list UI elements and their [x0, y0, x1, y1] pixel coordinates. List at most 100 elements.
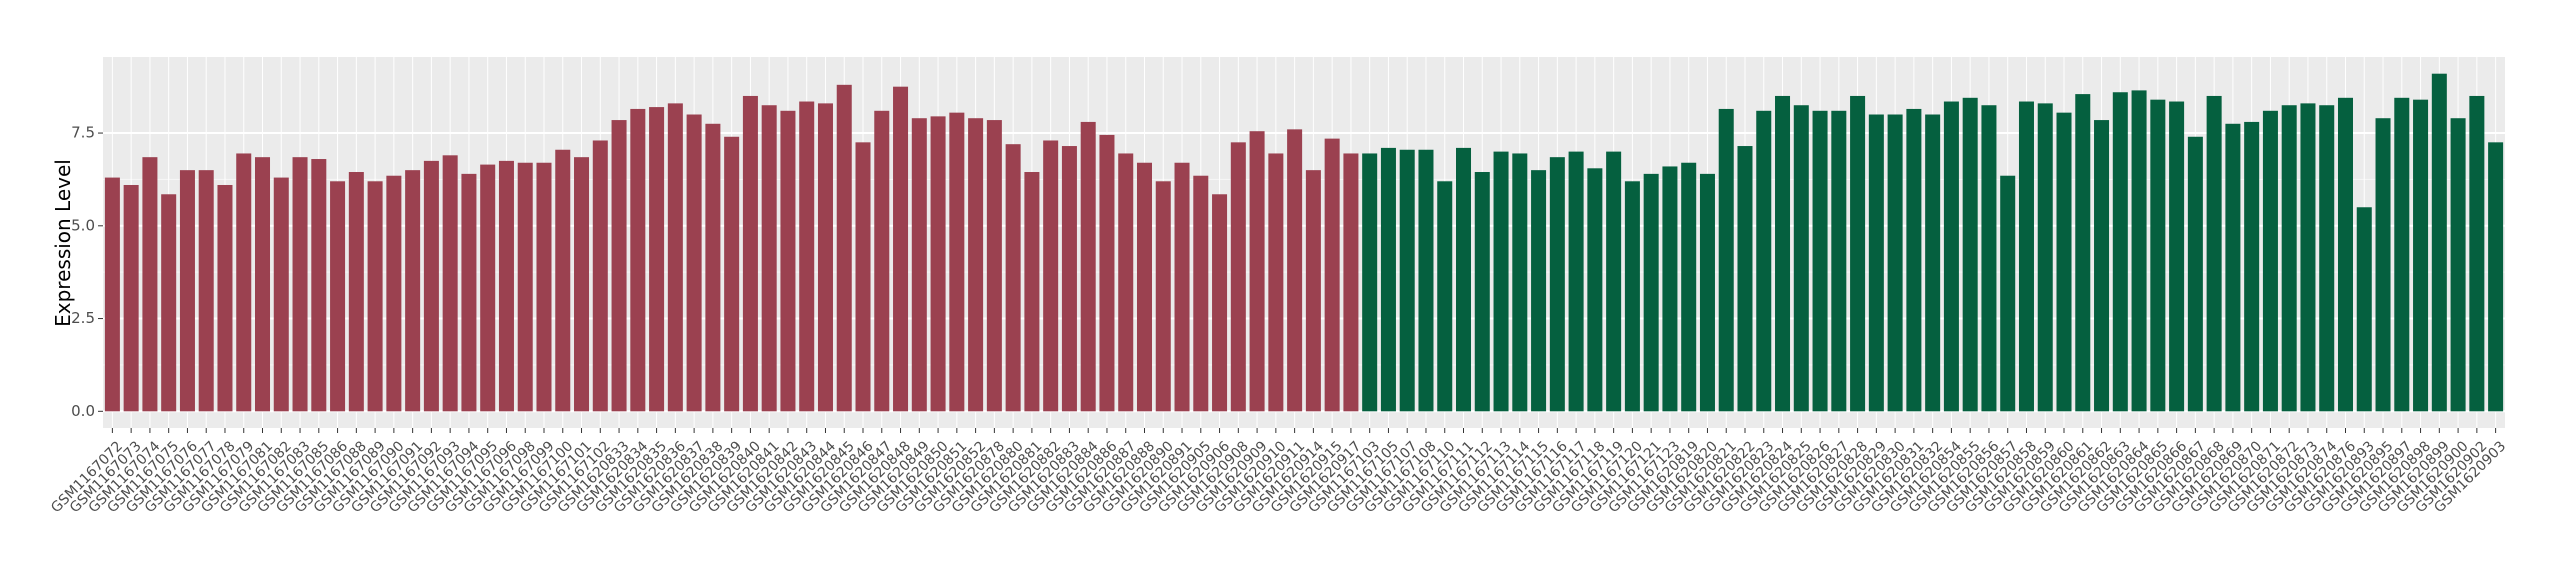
- bar: [555, 149, 571, 412]
- bar: [836, 84, 852, 412]
- bar: [2169, 101, 2185, 412]
- bar: [104, 177, 120, 412]
- bar: [423, 160, 439, 412]
- bar: [893, 86, 909, 412]
- bar: [1493, 151, 1509, 412]
- bar: [1380, 147, 1396, 412]
- bar: [348, 172, 364, 412]
- bar: [1324, 138, 1340, 412]
- y-axis-title: Expression Level: [51, 159, 75, 327]
- bar: [1568, 151, 1584, 412]
- bar: [2094, 120, 2110, 412]
- bar: [2150, 99, 2166, 412]
- bar: [142, 157, 158, 412]
- bar: [1756, 110, 1772, 412]
- bar: [1118, 153, 1134, 412]
- bar: [1268, 153, 1284, 412]
- bar: [1174, 162, 1190, 412]
- bar: [1906, 108, 1922, 412]
- bar: [1699, 173, 1715, 412]
- bar: [2225, 123, 2241, 412]
- bar: [2281, 105, 2297, 412]
- bar: [1549, 157, 1565, 412]
- bar: [2037, 103, 2053, 412]
- bar: [1362, 153, 1378, 412]
- bar: [630, 108, 646, 412]
- bar: [1624, 181, 1640, 412]
- bar: [480, 164, 496, 412]
- bar: [1962, 97, 1978, 412]
- bar: [611, 120, 627, 412]
- bar: [799, 101, 815, 412]
- bar: [705, 123, 721, 412]
- bar: [1456, 147, 1472, 412]
- bar: [1399, 149, 1415, 412]
- bar: [2000, 175, 2016, 412]
- bar: [330, 181, 346, 412]
- bar: [1981, 105, 1997, 412]
- bar: [1136, 162, 1152, 412]
- bar: [2431, 73, 2447, 412]
- bar: [1193, 175, 1209, 412]
- bar: [1643, 173, 1659, 412]
- bar: [574, 157, 590, 412]
- bar: [2469, 95, 2485, 412]
- bar: [1061, 146, 1077, 412]
- bar: [123, 184, 139, 412]
- bar: [255, 157, 271, 412]
- bar: [2356, 207, 2372, 412]
- bar: [1831, 110, 1847, 412]
- bar: [2262, 110, 2278, 412]
- bar: [386, 175, 402, 412]
- bar: [1943, 101, 1959, 412]
- bar: [968, 118, 984, 412]
- bar: [724, 136, 740, 412]
- bar: [1005, 144, 1021, 412]
- bar: [273, 177, 289, 412]
- bar: [517, 162, 533, 412]
- bar: [498, 160, 514, 412]
- bar: [649, 107, 665, 412]
- bar: [1043, 140, 1059, 412]
- bar: [1662, 166, 1678, 412]
- bar: [911, 118, 927, 412]
- bar: [1925, 114, 1941, 412]
- bar: [2394, 97, 2410, 412]
- bar: [2112, 92, 2128, 412]
- bar: [1737, 146, 1753, 412]
- bar: [2244, 121, 2260, 412]
- bar: [198, 170, 214, 412]
- bar: [1606, 151, 1622, 412]
- bar: [2337, 97, 2353, 412]
- y-tick-label: 0.0: [71, 402, 95, 420]
- bar: [2375, 118, 2391, 412]
- bar: [1212, 194, 1228, 412]
- bar: [1587, 168, 1603, 412]
- bar: [1437, 181, 1453, 412]
- bar: [405, 170, 421, 412]
- bar: [2488, 142, 2504, 412]
- bar: [1850, 95, 1866, 412]
- bar: [761, 105, 777, 412]
- y-tick-label: 2.5: [71, 309, 95, 327]
- bar: [1775, 95, 1791, 412]
- bar: [1099, 134, 1115, 412]
- bar: [161, 194, 177, 412]
- bar: [2056, 112, 2072, 412]
- bar: [217, 184, 233, 412]
- bar: [592, 140, 608, 412]
- bar: [311, 159, 327, 412]
- bar: [292, 157, 308, 412]
- bar: [1887, 114, 1903, 412]
- bar: [1418, 149, 1434, 412]
- bar: [1024, 172, 1040, 412]
- bar: [930, 116, 946, 412]
- bar: [686, 114, 702, 412]
- bar: [1512, 153, 1528, 412]
- bar: [2300, 103, 2316, 412]
- bar: [1305, 170, 1321, 412]
- bar: [1474, 172, 1490, 412]
- y-tick-label: 5.0: [71, 216, 95, 234]
